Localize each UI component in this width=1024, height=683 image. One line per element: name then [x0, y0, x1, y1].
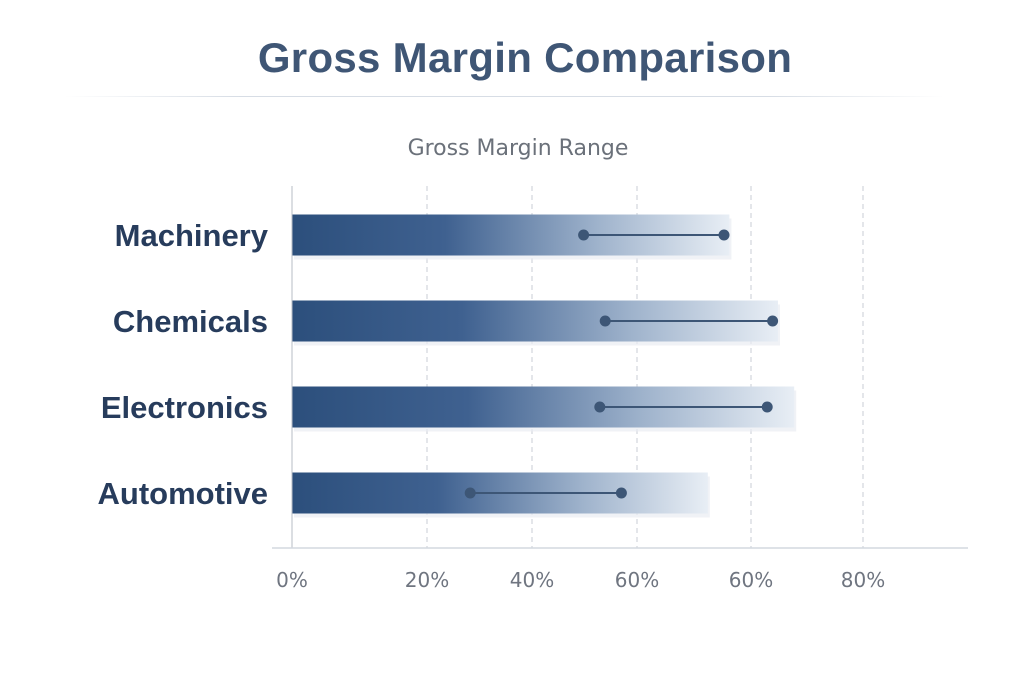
- chart-title: Gross Margin Comparison: [257, 34, 793, 81]
- x-tick-label: 60%: [615, 568, 659, 592]
- category-label: Electronics: [101, 390, 268, 425]
- range-low-point: [578, 229, 590, 241]
- range-low-point: [464, 487, 476, 499]
- range-low-point: [599, 315, 611, 327]
- title-divider: [64, 96, 944, 97]
- category-label: Chemicals: [113, 304, 268, 339]
- range-high-point: [718, 229, 730, 241]
- x-tick-label: 80%: [841, 568, 885, 592]
- range-high-point: [767, 315, 779, 327]
- range-low-point: [594, 401, 606, 413]
- chart-subtitle: Gross Margin Range: [407, 136, 629, 161]
- range-high-point: [761, 401, 773, 413]
- x-tick-label: 0%: [276, 568, 308, 592]
- range-high-point: [615, 487, 627, 499]
- x-tick-label: 60%: [729, 568, 773, 592]
- category-label: Automotive: [98, 476, 269, 511]
- x-tick-label: 20%: [405, 568, 449, 592]
- category-label: Machinery: [115, 218, 269, 253]
- x-tick-label: 40%: [510, 568, 554, 592]
